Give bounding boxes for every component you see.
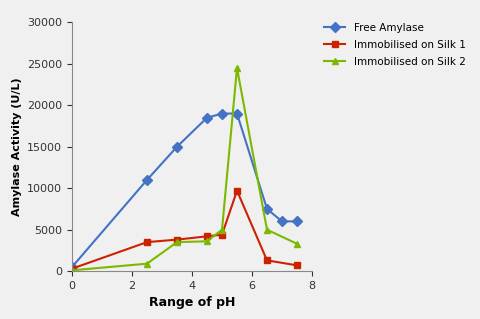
X-axis label: Range of pH: Range of pH <box>149 296 235 309</box>
Immobilised on Silk 2 <box>69 268 75 272</box>
Immobilised on Silk 1 <box>264 258 270 262</box>
Line: Free Amylase: Free Amylase <box>69 110 300 271</box>
Line: Immobilised on Silk 1: Immobilised on Silk 1 <box>69 187 300 272</box>
Immobilised on Silk 2 <box>234 66 240 70</box>
Free Amylase <box>264 207 270 211</box>
Immobilised on Silk 1 <box>234 189 240 193</box>
Free Amylase <box>204 116 210 120</box>
Free Amylase <box>234 112 240 115</box>
Y-axis label: Amylase Activity (U/L): Amylase Activity (U/L) <box>12 78 22 216</box>
Immobilised on Silk 2 <box>294 242 300 246</box>
Immobilised on Silk 2 <box>219 228 225 232</box>
Immobilised on Silk 1 <box>69 267 75 271</box>
Immobilised on Silk 1 <box>144 240 150 244</box>
Free Amylase <box>69 265 75 269</box>
Free Amylase <box>174 145 180 149</box>
Free Amylase <box>219 112 225 115</box>
Free Amylase <box>144 178 150 182</box>
Immobilised on Silk 2 <box>174 240 180 244</box>
Free Amylase <box>279 219 285 223</box>
Immobilised on Silk 2 <box>264 228 270 232</box>
Immobilised on Silk 1 <box>204 234 210 238</box>
Immobilised on Silk 1 <box>219 233 225 237</box>
Immobilised on Silk 2 <box>204 239 210 243</box>
Free Amylase <box>294 219 300 223</box>
Immobilised on Silk 2 <box>144 262 150 266</box>
Immobilised on Silk 1 <box>174 238 180 241</box>
Line: Immobilised on Silk 2: Immobilised on Silk 2 <box>69 64 300 274</box>
Immobilised on Silk 1 <box>294 263 300 267</box>
Legend: Free Amylase, Immobilised on Silk 1, Immobilised on Silk 2: Free Amylase, Immobilised on Silk 1, Imm… <box>324 23 466 67</box>
